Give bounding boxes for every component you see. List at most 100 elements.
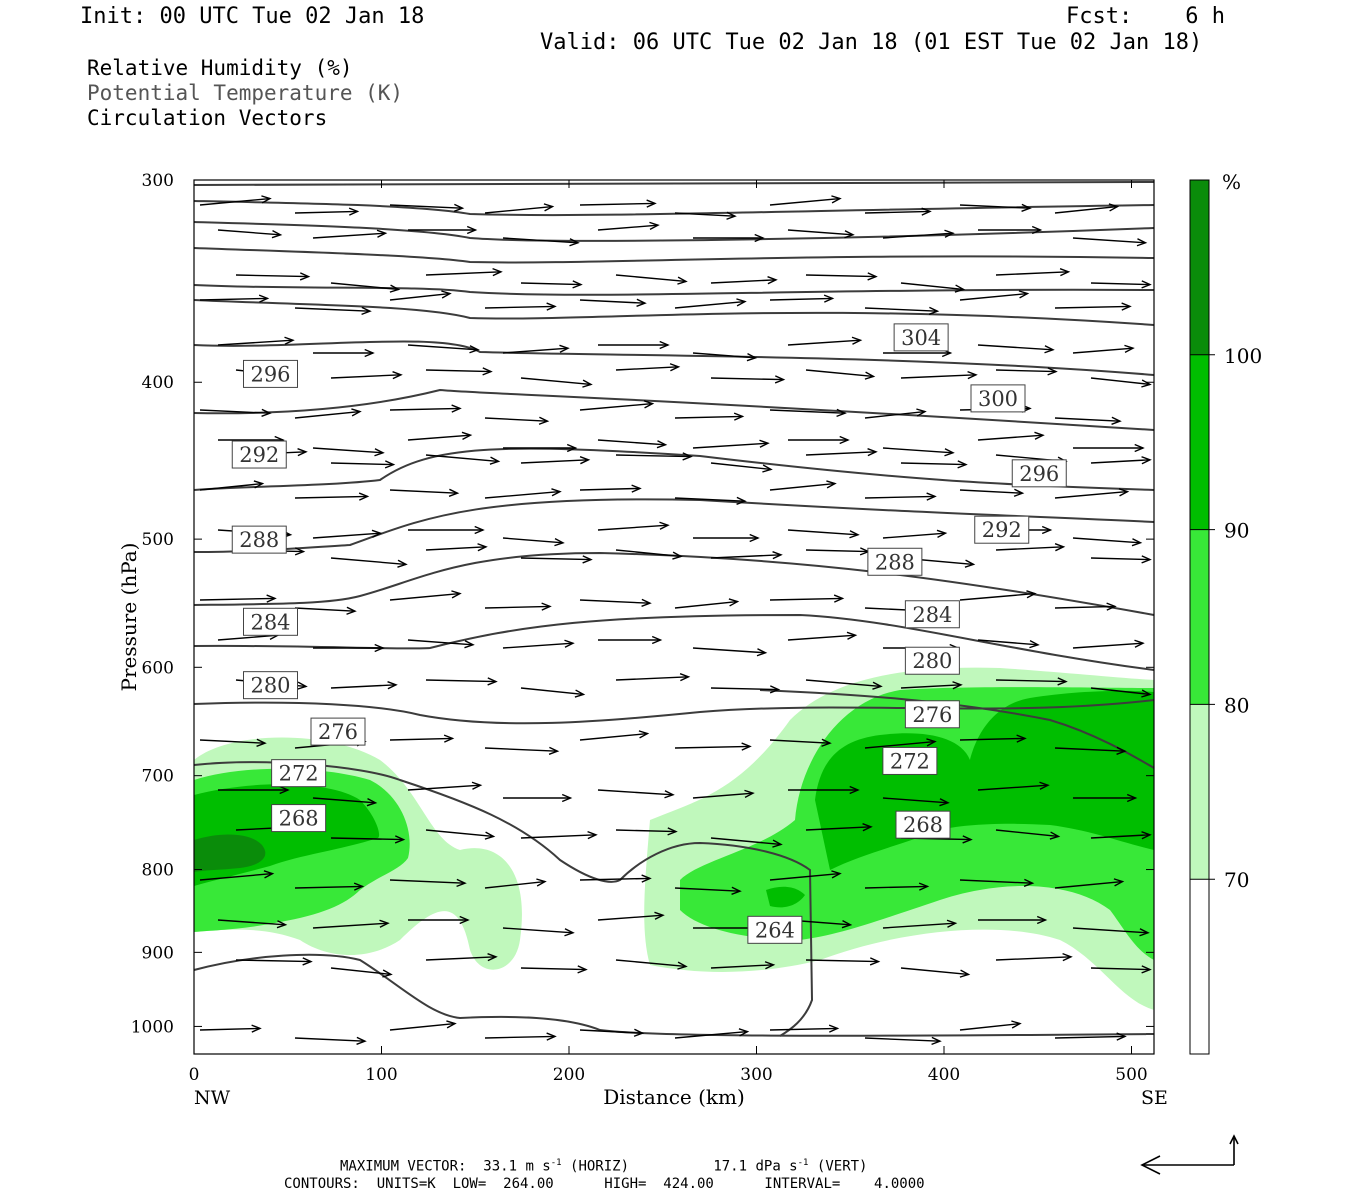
vector-arrow	[218, 785, 290, 795]
vector-arrow	[805, 272, 878, 281]
vector-arrow	[864, 408, 927, 419]
vector-arrow	[502, 237, 580, 247]
colorbar-label: 90	[1224, 519, 1249, 543]
vector-arrow	[579, 1028, 645, 1037]
vector-arrow	[805, 369, 876, 380]
vector-arrow	[693, 533, 760, 543]
vector-arrow	[1054, 878, 1125, 889]
vector-arrow	[597, 521, 670, 531]
vector-arrow	[389, 290, 452, 301]
vector-arrow	[199, 480, 265, 491]
theta-contours	[193, 181, 1155, 1037]
vector-arrow	[769, 195, 842, 206]
vector-arrow	[692, 647, 768, 657]
svg-text:296: 296	[1019, 462, 1059, 486]
vector-arrow	[995, 829, 1061, 840]
svg-text:284: 284	[250, 610, 290, 634]
vector-arrow	[710, 462, 773, 473]
colorbar-label: 80	[1224, 693, 1249, 717]
x-tick-label: 500	[1115, 1065, 1147, 1085]
vector-arrow	[425, 677, 498, 686]
vector-arrow	[312, 797, 378, 807]
theta-label: 292	[974, 515, 1030, 544]
theta-line	[193, 284, 1155, 296]
vector-arrow	[579, 199, 657, 208]
theta-label: 272	[271, 759, 327, 788]
theta-line	[193, 247, 1155, 264]
theta-label: 276	[310, 717, 366, 746]
vector-arrow	[995, 268, 1071, 277]
vector-arrow	[900, 370, 978, 380]
vector-arrow	[615, 827, 678, 836]
vector-arrow	[710, 685, 781, 694]
vector-arrow	[389, 1020, 457, 1031]
vector-arrow	[217, 229, 283, 239]
y-tick-label: 300	[142, 171, 174, 191]
theta-line	[193, 551, 1155, 616]
theta-label: 304	[893, 323, 949, 352]
vector-arrow	[864, 492, 937, 501]
theta-line	[193, 447, 1155, 491]
vector-arrow	[1054, 746, 1127, 755]
vector-arrow	[959, 878, 1035, 887]
vector-arrow	[389, 590, 462, 601]
rh-90-region	[766, 886, 805, 908]
vector-arrow	[330, 681, 398, 690]
colorbar-swatch	[1190, 180, 1209, 355]
theta-line	[193, 299, 1155, 326]
valid-time: Valid: 06 UTC Tue 02 Jan 18 (01 EST Tue …	[540, 30, 1203, 55]
vector-arrow	[312, 229, 388, 239]
vector-arrow	[389, 203, 465, 212]
vector-arrow	[503, 443, 578, 453]
vector-arrow	[882, 797, 950, 807]
svg-text:280: 280	[250, 674, 290, 698]
max-vector-info: MAXIMUM VECTOR: 33.1 m s-1 (HORIZ) 17.1 …	[340, 1158, 868, 1175]
colorbar-swatch	[1190, 879, 1209, 1054]
contour-info: CONTOURS: UNITS=K LOW= 264.00 HIGH= 424.…	[284, 1176, 925, 1192]
colorbar-unit: %	[1222, 170, 1241, 194]
vector-arrow	[199, 195, 272, 206]
y-tick-label: 600	[142, 658, 174, 678]
colorbar-label: 70	[1224, 868, 1249, 892]
x-tick-label: 0	[189, 1065, 200, 1085]
vector-arrow	[520, 280, 583, 289]
vector-arrow	[408, 915, 470, 925]
vector-arrow	[199, 870, 275, 881]
theta-line	[193, 953, 1155, 1037]
vector-arrow	[425, 454, 501, 465]
plot-frame	[193, 179, 1155, 1055]
vector-arrow	[579, 484, 642, 493]
vector-arrow	[389, 878, 467, 888]
vector-arrow	[900, 460, 968, 469]
vector-arrow	[615, 549, 683, 560]
vector-arrow	[389, 734, 455, 743]
x-tick-label: 100	[365, 1065, 397, 1085]
vector-arrow	[520, 687, 586, 698]
vector-arrow	[674, 211, 737, 220]
theta-label: 284	[243, 607, 298, 636]
vector-arrow	[1090, 555, 1152, 564]
colorbar-frame	[1189, 179, 1210, 1055]
vector-arrow	[710, 961, 776, 970]
vector-arrow	[787, 336, 863, 346]
vector-arrow	[674, 412, 745, 421]
vector-arrow	[407, 781, 483, 791]
y-tick-label: 1000	[131, 1017, 174, 1037]
rh-100-region	[194, 834, 266, 872]
vector-arrow	[995, 367, 1058, 376]
vector-arrow	[710, 276, 778, 285]
svg-text:272: 272	[279, 762, 319, 786]
x-tick-label: 200	[553, 1065, 585, 1085]
svg-text:296: 296	[250, 362, 290, 386]
svg-text:288: 288	[875, 550, 915, 574]
vector-arrow	[484, 602, 552, 611]
vector-arrow	[710, 375, 786, 384]
vector-arrow	[1090, 831, 1152, 840]
vector-arrow	[425, 953, 498, 962]
vector-arrow	[579, 730, 650, 741]
vector-arrow	[710, 837, 783, 848]
vector-arrow	[502, 537, 565, 547]
vector-arrow	[1072, 927, 1150, 937]
vector-arrow	[312, 529, 383, 539]
